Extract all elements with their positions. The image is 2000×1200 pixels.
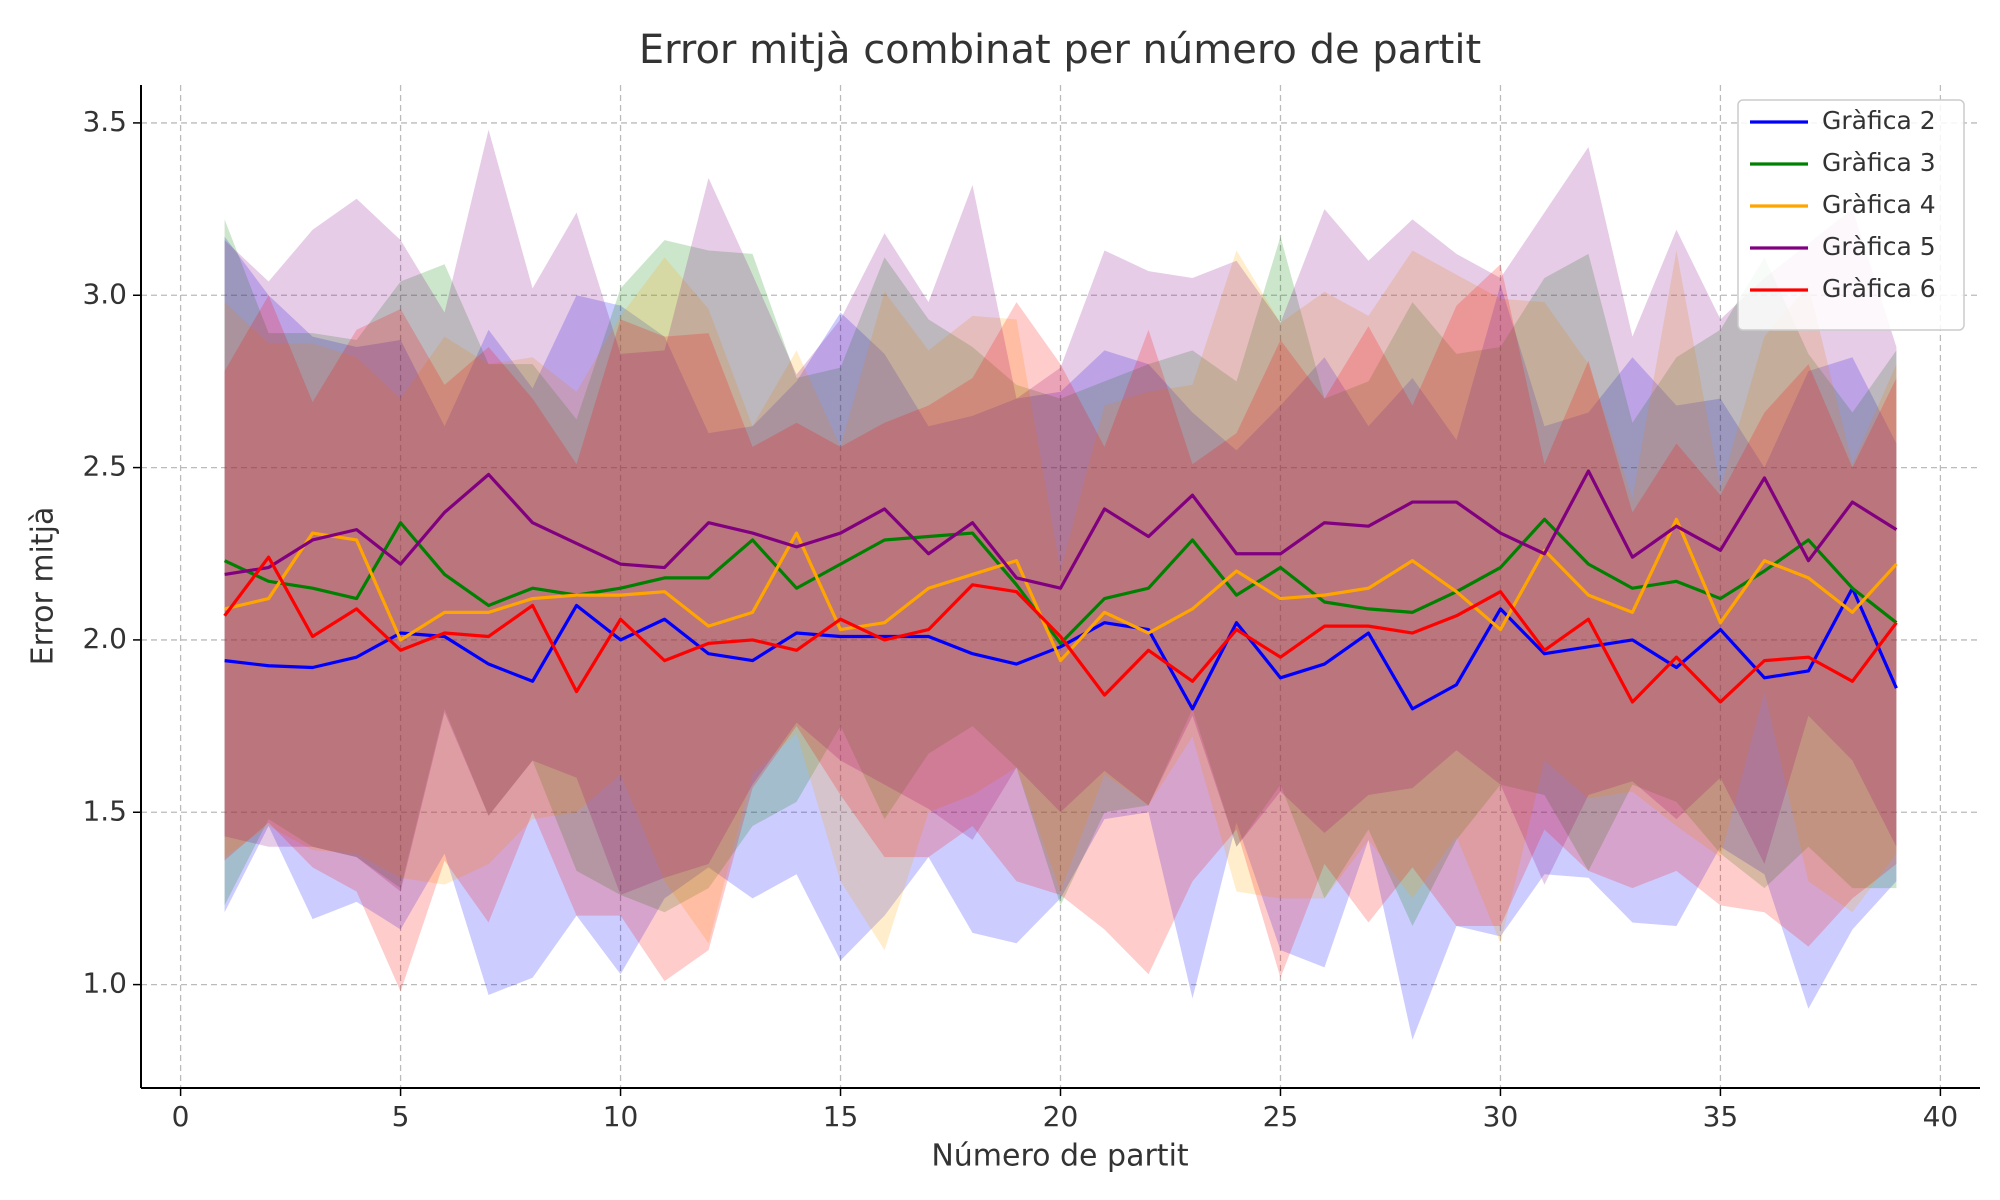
y-tick-label: 1.5 — [82, 794, 127, 827]
legend-label: Gràfica 2 — [1822, 106, 1936, 135]
y-axis-label: Error mitjà — [26, 507, 61, 666]
y-tick-label: 3.0 — [82, 277, 127, 310]
series-line — [223, 555, 1898, 704]
legend-label: Gràfica 5 — [1822, 232, 1936, 261]
x-tick-label: 25 — [1263, 1100, 1299, 1133]
legend-label: Gràfica 3 — [1822, 148, 1936, 177]
series-line — [224, 517, 1898, 663]
legend-label: Gràfica 4 — [1822, 190, 1936, 219]
error-band — [224, 250, 1897, 951]
x-tick-label: 30 — [1483, 1100, 1519, 1133]
x-tick-label: 10 — [603, 1100, 639, 1133]
x-tick-label: 40 — [1923, 1100, 1959, 1133]
y-tick-label: 3.5 — [82, 105, 127, 138]
error-band — [224, 264, 1897, 992]
series-line — [224, 586, 1898, 711]
error-band — [224, 129, 1897, 895]
legend-label: Gràfica 6 — [1822, 274, 1936, 303]
y-tick-label: 2.0 — [82, 622, 127, 655]
y-tick-label: 1.0 — [82, 967, 127, 1000]
x-axis-label: Número de partit — [931, 1139, 1189, 1174]
y-tick-label: 2.5 — [82, 450, 127, 483]
chart-title: Error mitjà combinat per número de parti… — [639, 27, 1481, 73]
x-tick-label: 15 — [823, 1100, 859, 1133]
x-tick-label: 20 — [1043, 1100, 1079, 1133]
legend: Gràfica 2 Gràfica 3 Gràfica 4 Gràfica 5 Gràf… — [1737, 99, 1965, 331]
x-tick-label: 0 — [172, 1100, 190, 1133]
x-tick-label: 35 — [1703, 1100, 1739, 1133]
error-band — [224, 219, 1897, 927]
series-line — [224, 469, 1898, 590]
legend-box — [1737, 99, 1965, 331]
series-line — [223, 517, 1898, 645]
x-tick-label: 5 — [392, 1100, 410, 1133]
